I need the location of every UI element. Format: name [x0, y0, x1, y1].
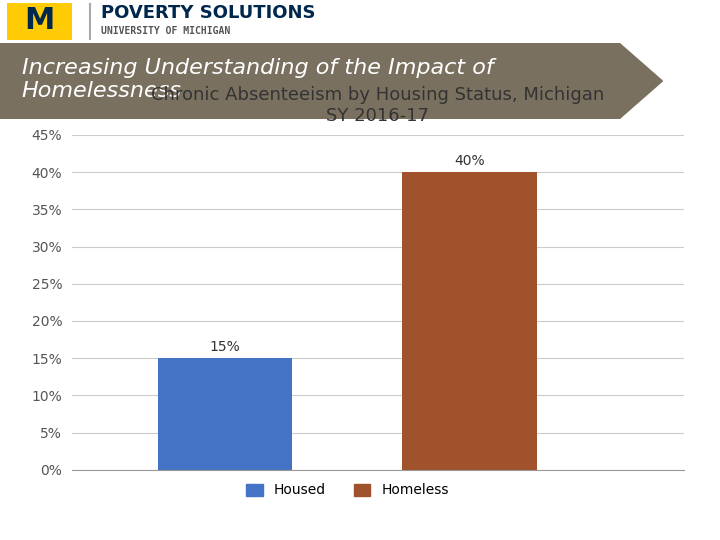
FancyBboxPatch shape — [7, 3, 72, 40]
Title: Chronic Absenteeism by Housing Status, Michigan
SY 2016-17: Chronic Absenteeism by Housing Status, M… — [151, 86, 605, 125]
Text: 15%: 15% — [210, 341, 240, 354]
Legend: Housed, Homeless: Housed, Homeless — [240, 478, 454, 503]
Bar — [158, 358, 292, 470]
Text: 40%: 40% — [454, 154, 485, 168]
Text: UNIVERSITY OF MICHIGAN: UNIVERSITY OF MICHIGAN — [101, 26, 230, 36]
Text: M: M — [24, 6, 55, 35]
Bar — [402, 172, 537, 470]
Text: POVERTY SOLUTIONS: POVERTY SOLUTIONS — [101, 4, 315, 22]
Polygon shape — [0, 43, 662, 119]
Text: Increasing Understanding of the Impact of
Homelessness: Increasing Understanding of the Impact o… — [22, 58, 493, 101]
